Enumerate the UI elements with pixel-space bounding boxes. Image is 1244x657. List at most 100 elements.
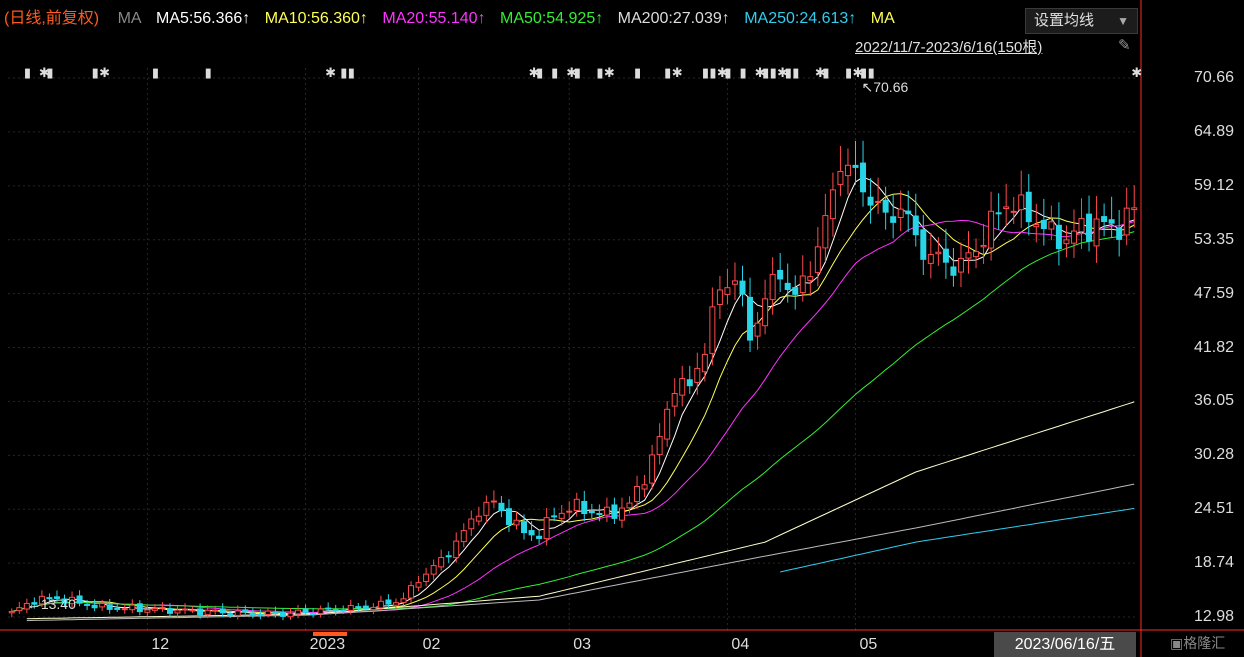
event-marker-icon[interactable]: ▮ bbox=[792, 65, 800, 80]
event-marker-icon[interactable]: ✱ bbox=[814, 65, 826, 80]
candle bbox=[340, 609, 347, 612]
ma-label: MA bbox=[117, 10, 142, 27]
candle bbox=[799, 275, 806, 294]
event-marker-icon[interactable]: ▮ bbox=[769, 65, 777, 80]
date-range-link[interactable]: 2022/11/7-2023/6/16(150根) bbox=[855, 39, 1043, 56]
candle bbox=[438, 557, 445, 568]
event-marker-icon[interactable]: ▮ bbox=[204, 65, 212, 80]
x-tick-label: 05 bbox=[859, 636, 878, 653]
candle bbox=[664, 408, 671, 440]
watermark-logo: ▣格隆汇 bbox=[1170, 634, 1225, 652]
event-marker-icon[interactable]: ▮ bbox=[596, 65, 604, 80]
event-marker-icon[interactable]: ✱ bbox=[528, 65, 540, 80]
candle bbox=[596, 512, 603, 515]
event-marker-icon[interactable]: ▮ bbox=[91, 65, 99, 80]
candle bbox=[475, 515, 482, 522]
x-tick-label: 2023 bbox=[309, 636, 346, 653]
candle bbox=[626, 502, 633, 509]
event-marker-icon[interactable]: ▮ bbox=[151, 65, 160, 80]
candle bbox=[325, 607, 332, 610]
event-marker-icon[interactable]: ✱ bbox=[603, 65, 615, 80]
candle bbox=[106, 604, 113, 610]
event-marker-icon[interactable]: ▮ bbox=[23, 65, 31, 80]
event-marker-icon[interactable]: ▮ bbox=[573, 65, 581, 80]
y-tick-label: 12.98 bbox=[1194, 608, 1235, 625]
candle bbox=[957, 257, 964, 273]
event-marker-icon[interactable]: ▮ bbox=[634, 65, 642, 80]
ma20-value: MA20:55.140↑ bbox=[382, 10, 486, 27]
event-marker-icon[interactable]: ▮ bbox=[822, 65, 830, 80]
event-marker-icon[interactable]: ✱ bbox=[754, 65, 766, 80]
event-marker-icon[interactable]: ▮ bbox=[784, 65, 792, 80]
event-marker-icon[interactable]: ▮ bbox=[347, 65, 355, 80]
event-marker-icon[interactable]: ▮ bbox=[46, 65, 54, 80]
event-marker-icon[interactable]: ▮ bbox=[844, 65, 853, 80]
event-marker-icon[interactable]: ▮ bbox=[340, 65, 348, 80]
event-marker-icon[interactable]: ▮ bbox=[762, 65, 770, 80]
candle bbox=[536, 535, 543, 539]
ma10-value: MA10:56.360↑ bbox=[264, 10, 368, 27]
high-annotation: ↖70.66 bbox=[862, 79, 909, 95]
candle bbox=[724, 287, 731, 295]
candle bbox=[701, 353, 708, 373]
candle bbox=[16, 607, 23, 612]
candle bbox=[543, 517, 550, 540]
candle bbox=[1055, 224, 1062, 250]
candle bbox=[31, 602, 38, 605]
candle bbox=[671, 393, 678, 407]
event-marker-icon[interactable]: ▮ bbox=[867, 65, 875, 80]
candle bbox=[46, 597, 53, 600]
y-tick-label: 41.82 bbox=[1194, 338, 1235, 356]
event-marker-icon[interactable]: ✱ bbox=[716, 65, 728, 80]
candle bbox=[355, 606, 362, 609]
set-ma-button[interactable]: 设置均线 ▼ bbox=[1025, 8, 1138, 34]
event-marker-icon[interactable]: ▮ bbox=[860, 65, 868, 80]
ma5-value: MA5:56.366↑ bbox=[156, 10, 251, 27]
event-marker-icon[interactable]: ▮ bbox=[536, 65, 544, 80]
candle bbox=[1010, 210, 1017, 213]
candle bbox=[423, 573, 430, 583]
candle bbox=[747, 296, 754, 341]
x-tick-label: 04 bbox=[731, 636, 750, 653]
candle bbox=[1063, 239, 1070, 245]
event-marker-icon[interactable]: ✱ bbox=[325, 65, 337, 80]
event-marker-icon[interactable]: ✱ bbox=[38, 65, 50, 80]
event-marker-icon[interactable]: ▮ bbox=[739, 65, 747, 80]
event-marker-icon[interactable]: ✱ bbox=[566, 65, 578, 80]
candle bbox=[792, 287, 799, 295]
event-marker-icon[interactable]: ▮ bbox=[701, 65, 709, 80]
candle bbox=[822, 215, 829, 249]
event-marker-icon[interactable]: ▮ bbox=[551, 65, 559, 80]
ma250-value: MA250:24.613↑ bbox=[744, 10, 857, 27]
low-annotation: ←13.40 bbox=[27, 596, 76, 612]
event-marker-icon[interactable]: ✱ bbox=[1131, 65, 1143, 80]
candle bbox=[1116, 227, 1123, 240]
axis-highlight bbox=[313, 632, 347, 636]
candle bbox=[897, 208, 904, 219]
event-marker-icon[interactable]: ✱ bbox=[99, 65, 111, 80]
candle bbox=[513, 519, 520, 526]
event-marker-icon[interactable]: ✱ bbox=[671, 65, 683, 80]
candle bbox=[521, 521, 528, 534]
event-marker-icon[interactable]: ▮ bbox=[709, 65, 717, 80]
candle bbox=[453, 540, 460, 559]
event-marker-icon[interactable]: ▮ bbox=[664, 65, 672, 80]
candle bbox=[159, 606, 166, 609]
candle bbox=[347, 605, 354, 612]
candle bbox=[445, 555, 452, 558]
candle bbox=[649, 454, 656, 484]
pin-icon[interactable]: ✎ bbox=[1118, 37, 1131, 54]
event-marker-icon[interactable]: ▮ bbox=[724, 65, 732, 80]
y-tick-label: 47.59 bbox=[1194, 284, 1235, 302]
candle bbox=[272, 611, 279, 615]
candle bbox=[1033, 224, 1040, 228]
event-marker-icon[interactable]: ✱ bbox=[777, 65, 789, 80]
ma250-line bbox=[26, 483, 1135, 622]
event-marker-icon[interactable]: ✱ bbox=[852, 65, 864, 80]
candle bbox=[566, 510, 573, 513]
candle bbox=[362, 605, 369, 610]
period-label: (日线,前复权) bbox=[4, 10, 100, 27]
ma200-value: MA200:27.039↑ bbox=[617, 10, 730, 27]
candle bbox=[905, 210, 912, 215]
